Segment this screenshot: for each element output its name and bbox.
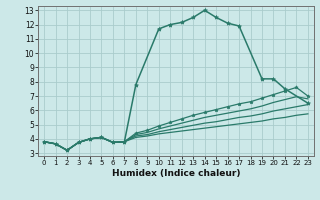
X-axis label: Humidex (Indice chaleur): Humidex (Indice chaleur) (112, 169, 240, 178)
